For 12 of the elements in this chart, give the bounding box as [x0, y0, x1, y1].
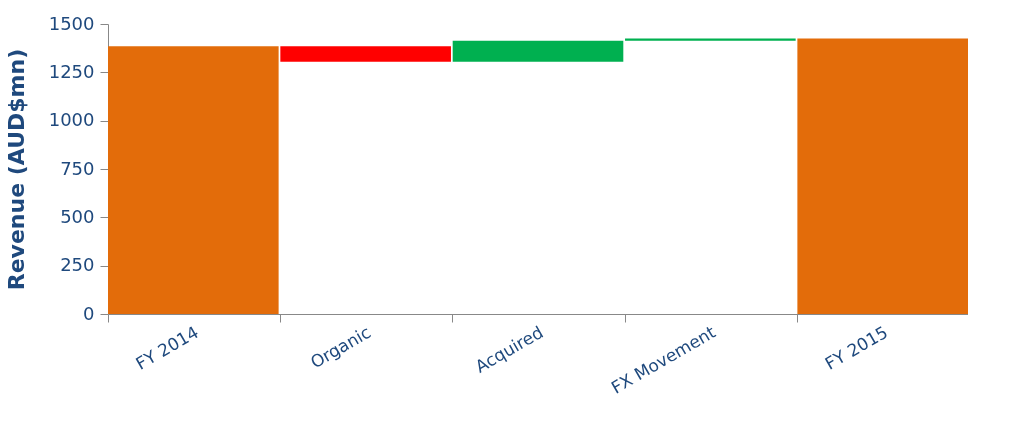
y-tick-label: 1000 [48, 109, 95, 131]
bar [797, 38, 968, 314]
bar [108, 46, 279, 314]
bar [452, 40, 624, 62]
y-tick-label: 0 [83, 302, 95, 324]
y-tick-label: 750 [60, 157, 95, 179]
y-axis-title: Revenue (AUD$mn) [3, 48, 29, 291]
y-tick-label: 250 [60, 254, 95, 276]
y-tick-label: 1250 [48, 60, 95, 82]
y-tick-label: 500 [60, 205, 95, 227]
bar [280, 46, 451, 62]
y-tick-label: 1500 [48, 12, 95, 34]
